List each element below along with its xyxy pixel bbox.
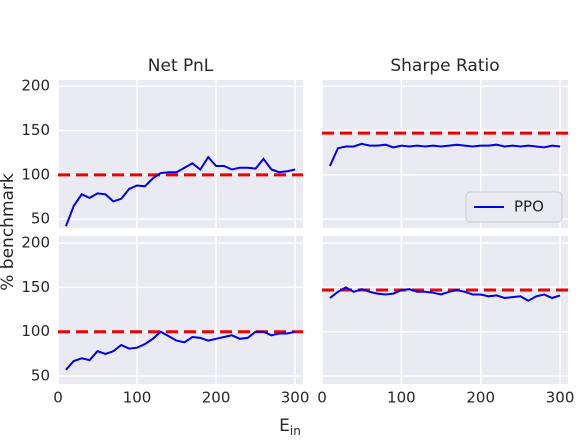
x-tick-label: 300 [546, 389, 575, 407]
x-tick-label: 200 [202, 389, 231, 407]
y-tick-label: 100 [21, 165, 50, 183]
subplot-title: Net PnL [148, 56, 214, 76]
series-line [328, 142, 561, 167]
plot-background [58, 236, 303, 384]
x-axis-label-sub: in [290, 424, 301, 438]
x-tick-label: 0 [53, 389, 63, 407]
legend-label: PPO [514, 198, 544, 216]
y-tick-label: 150 [21, 278, 50, 296]
x-tick-label: 200 [466, 389, 495, 407]
x-tick-label: 100 [387, 389, 416, 407]
subplot-title: Sharpe Ratio [390, 56, 499, 76]
series-line [329, 286, 561, 302]
y-tick-label: 50 [31, 367, 50, 385]
y-tick-label: 200 [21, 77, 50, 95]
x-tick-label: 0 [317, 389, 327, 407]
y-tick-label: 100 [21, 322, 50, 340]
x-tick-label: 300 [281, 389, 310, 407]
y-tick-label: 150 [21, 121, 50, 139]
x-tick-label: 100 [123, 389, 152, 407]
plot-background [322, 236, 568, 384]
series-line [64, 155, 296, 227]
y-axis-label: % benchmark [0, 173, 18, 291]
x-axis-label-main: E [279, 416, 290, 436]
legend-box [465, 191, 563, 223]
series-line [65, 330, 296, 371]
x-axis-label: Ein [279, 416, 301, 438]
plot-background [58, 80, 303, 228]
y-tick-label: 200 [21, 234, 50, 252]
y-tick-label: 50 [31, 210, 50, 228]
